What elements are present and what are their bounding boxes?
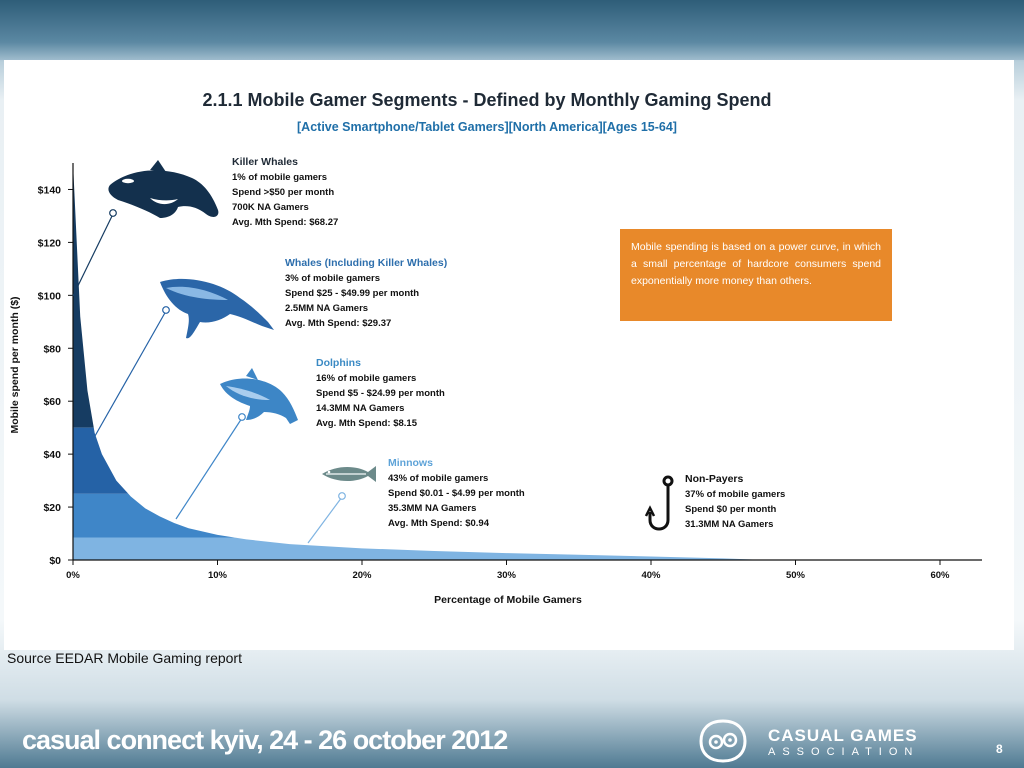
leader-lines — [72, 209, 346, 544]
leader-line-dolphins — [175, 417, 243, 520]
fish-icon — [322, 466, 376, 482]
source-note: Source EEDAR Mobile Gaming report — [7, 650, 242, 666]
band-minnows — [73, 537, 767, 560]
segment-line: Spend $5 - $24.99 per month — [316, 388, 445, 399]
chart-area: $0 $20 $40 $60 $80 $100 $120 $140 0% 10% 20% 30% 40%… — [9, 160, 982, 606]
segment-line: Spend $0 per month — [685, 504, 777, 515]
segment-line: 16% of mobile gamers — [316, 373, 417, 384]
whale-icon — [160, 278, 274, 339]
casual-games-logo-icon — [699, 719, 747, 763]
x-tick-label: 30% — [497, 570, 517, 581]
fishhook-icon — [644, 475, 674, 531]
x-tick-label: 50% — [786, 570, 806, 581]
leader-dot-whales — [162, 306, 170, 314]
segment-line: 14.3MM NA Gamers — [316, 403, 405, 414]
orca-icon — [108, 160, 219, 218]
segment-line: Spend $0.01 - $4.99 per month — [388, 488, 525, 499]
leader-line-killer-whales — [72, 213, 114, 297]
segment-line: Spend $25 - $49.99 per month — [285, 288, 420, 299]
y-tick-label: $80 — [43, 343, 61, 355]
y-tick-label: $40 — [43, 449, 61, 461]
x-tick-label: 20% — [352, 570, 372, 581]
segment-title: Minnows — [388, 457, 433, 469]
segment-line: 37% of mobile gamers — [685, 489, 786, 500]
chart-title: 2.1.1 Mobile Gamer Segments - Defined by… — [202, 90, 772, 110]
page-number: 8 — [996, 742, 1003, 756]
x-tick-label: 60% — [930, 570, 950, 581]
segment-line: 1% of mobile gamers — [232, 172, 328, 183]
segment-killer-whales: Killer Whales 1% of mobile gamers Spend … — [232, 155, 338, 230]
dolphin-icon — [220, 368, 298, 424]
logo-name: CASUAL GAMES — [768, 726, 918, 745]
segment-line: Avg. Mth Spend: $8.15 — [316, 418, 417, 429]
chart-subtitle: [Active Smartphone/Tablet Gamers][North … — [297, 120, 677, 134]
segment-minnows: Minnows 43% of mobile gamers Spend $0.01… — [388, 456, 525, 531]
footer-event-title: casual connect kyiv, 24 - 26 october 201… — [22, 725, 508, 755]
y-axis-label: Mobile spend per month ($) — [9, 296, 21, 433]
leader-line-minnows — [307, 496, 343, 544]
segment-line: Avg. Mth Spend: $0.94 — [388, 518, 489, 529]
chart-axes — [72, 163, 982, 561]
callout-box: Mobile spending is based on a power curv… — [620, 229, 892, 321]
y-tick-label: $100 — [38, 290, 62, 302]
segment-line: 35.3MM NA Gamers — [388, 503, 477, 514]
y-tick-label: $20 — [43, 502, 61, 514]
x-tick-label: 0% — [66, 570, 80, 581]
segment-line: 31.3MM NA Gamers — [685, 519, 774, 530]
segment-line: 700K NA Gamers — [232, 202, 309, 213]
segment-line: Avg. Mth Spend: $29.37 — [285, 318, 392, 329]
x-tick-label: 10% — [208, 570, 228, 581]
segment-title: Dolphins — [316, 357, 361, 369]
y-tick-label: $140 — [38, 184, 62, 196]
segment-dolphins: Dolphins 16% of mobile gamers Spend $5 -… — [316, 356, 445, 431]
leader-dot-killer-whales — [109, 209, 117, 217]
segment-title: Non-Payers — [685, 473, 744, 485]
segment-line: Spend >$50 per month — [232, 187, 335, 198]
segment-whales: Whales (Including Killer Whales) 3% of m… — [285, 256, 447, 331]
tick-labels: $0 $20 $40 $60 $80 $100 $120 $140 0% 10% 20% 30% 40%… — [38, 184, 950, 581]
header-band — [0, 0, 1024, 60]
leader-dot-dolphins — [238, 413, 246, 421]
segment-line: 43% of mobile gamers — [388, 473, 489, 484]
leader-dot-minnows — [338, 492, 346, 500]
segment-title: Killer Whales — [232, 156, 298, 168]
segment-line: Avg. Mth Spend: $68.27 — [232, 217, 339, 228]
segment-line: 2.5MM NA Gamers — [285, 303, 369, 314]
x-tick-label: 40% — [641, 570, 661, 581]
logo-subtitle: ASSOCIATION — [768, 746, 920, 758]
y-tick-label: $120 — [38, 237, 62, 249]
y-tick-label: $60 — [43, 396, 61, 408]
segment-non-payers: Non-Payers 37% of mobile gamers Spend $0… — [685, 472, 785, 532]
y-tick-label: $0 — [49, 555, 61, 567]
leader-line-whales — [94, 310, 167, 437]
x-axis-label: Percentage of Mobile Gamers — [434, 594, 582, 606]
segment-title: Whales (Including Killer Whales) — [285, 257, 448, 269]
segment-line: 3% of mobile gamers — [285, 273, 381, 284]
